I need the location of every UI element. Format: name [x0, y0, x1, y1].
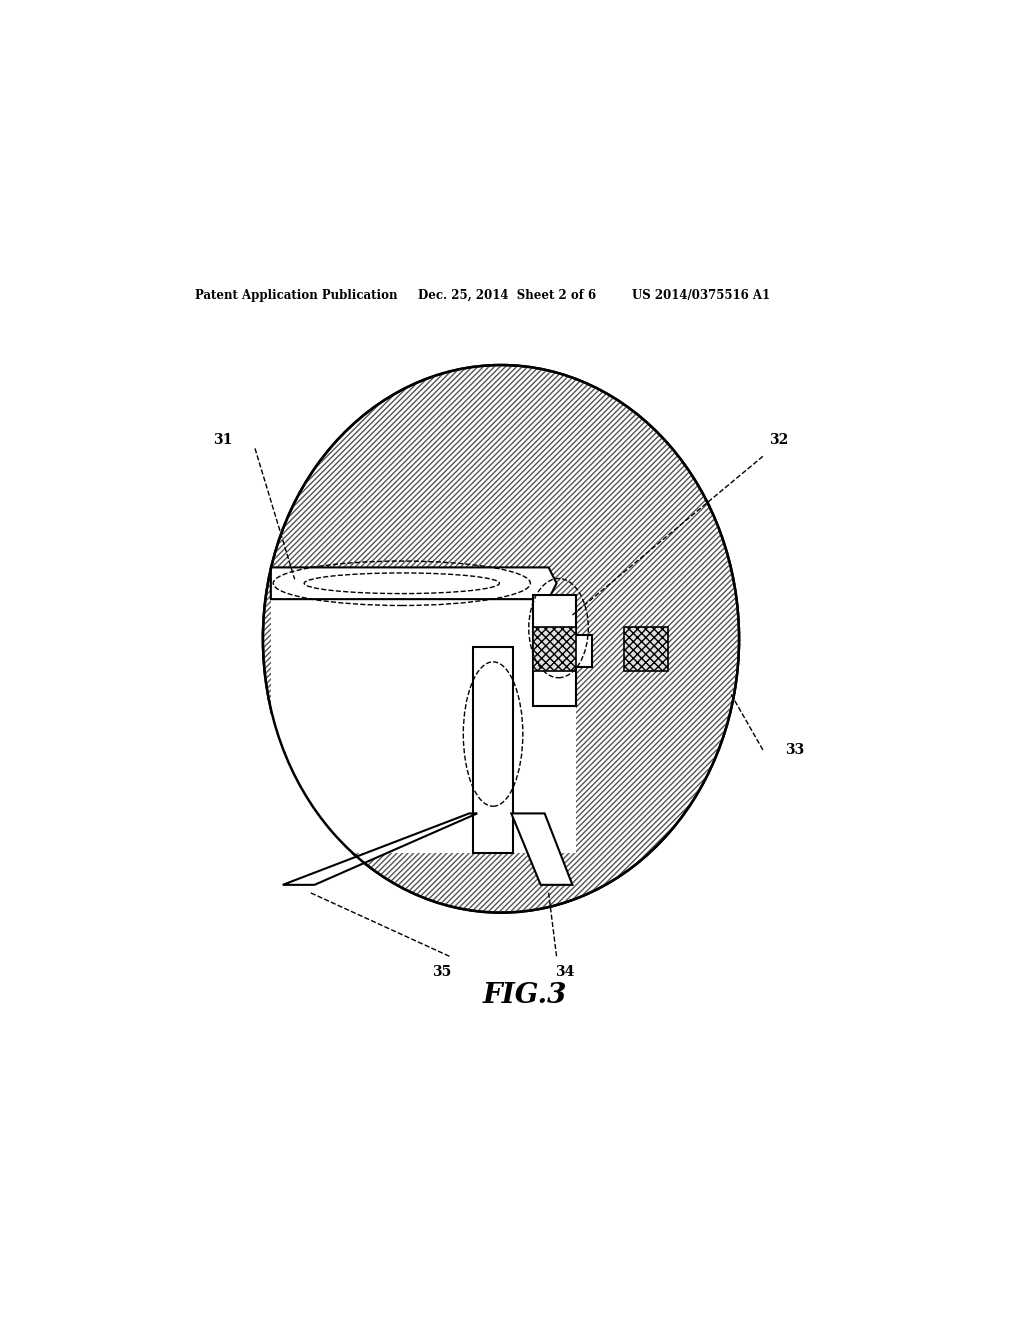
- Text: Patent Application Publication: Patent Application Publication: [196, 289, 398, 302]
- Text: 33: 33: [785, 743, 804, 756]
- Text: FIG.3: FIG.3: [482, 982, 567, 1010]
- Text: 35: 35: [432, 965, 452, 979]
- Text: 31: 31: [214, 433, 232, 447]
- Text: 32: 32: [769, 433, 788, 447]
- Polygon shape: [270, 568, 557, 599]
- Polygon shape: [511, 813, 572, 884]
- Ellipse shape: [263, 366, 739, 912]
- Bar: [532, 627, 577, 671]
- Bar: [473, 647, 513, 853]
- Text: 34: 34: [555, 965, 574, 979]
- Bar: [270, 599, 577, 853]
- Text: US 2014/0375516 A1: US 2014/0375516 A1: [632, 289, 770, 302]
- Bar: [624, 627, 668, 671]
- Text: Dec. 25, 2014  Sheet 2 of 6: Dec. 25, 2014 Sheet 2 of 6: [418, 289, 596, 302]
- Polygon shape: [283, 813, 477, 884]
- Polygon shape: [532, 595, 592, 706]
